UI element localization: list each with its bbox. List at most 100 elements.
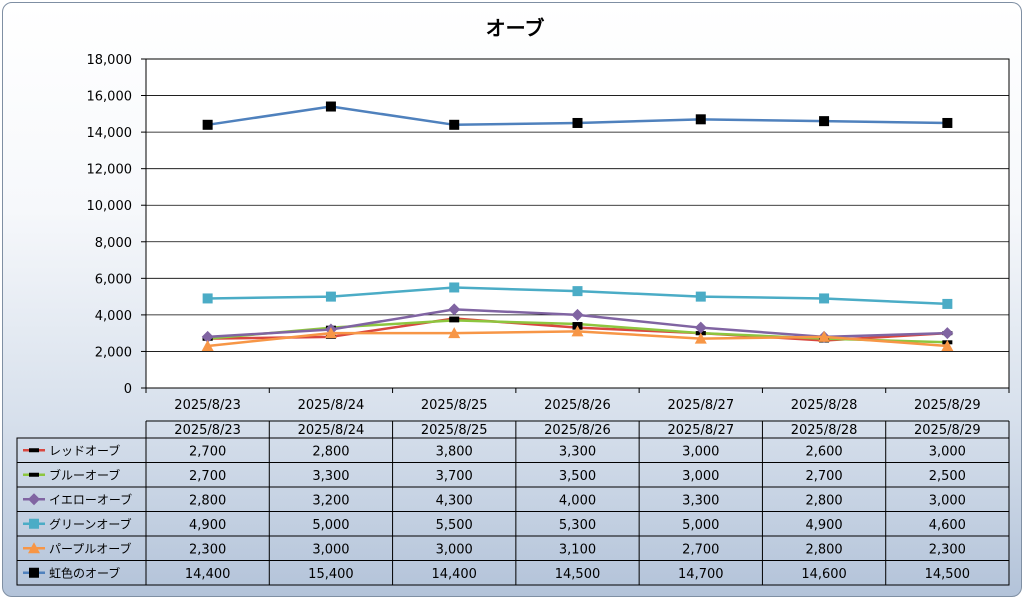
- series-5: [201, 325, 954, 351]
- data-point: [448, 327, 461, 339]
- data-point: [819, 116, 830, 127]
- y-tick-label: 2,000: [95, 345, 132, 360]
- data-label: 3,000: [929, 444, 966, 459]
- data-label: 4,000: [559, 493, 596, 508]
- table-header-cell: 2025/8/29: [914, 423, 981, 438]
- table-header-cell: 2025/8/25: [421, 423, 488, 438]
- data-label: 3,300: [312, 469, 349, 484]
- data-point: [325, 291, 336, 302]
- data-label: 3,000: [436, 542, 473, 557]
- data-label: 4,900: [805, 518, 842, 533]
- table-header-cell: 2025/8/24: [298, 423, 365, 438]
- x-tick-label: 2025/8/24: [298, 398, 365, 413]
- data-label: 2,300: [189, 542, 226, 557]
- data-label: 3,100: [559, 542, 596, 557]
- data-label: 5,000: [312, 518, 349, 533]
- legend-marker: [28, 542, 40, 554]
- data-point: [449, 318, 460, 323]
- y-tick-label: 10,000: [87, 199, 133, 214]
- data-label: 3,700: [436, 469, 473, 484]
- y-tick-label: 14,000: [87, 126, 133, 141]
- data-label: 3,000: [312, 542, 349, 557]
- data-point: [695, 114, 706, 125]
- table-header-cell: 2025/8/28: [791, 423, 858, 438]
- x-tick-label: 2025/8/27: [667, 398, 734, 413]
- y-tick-label: 18,000: [87, 53, 133, 68]
- data-label: 3,000: [682, 444, 719, 459]
- legend-key: [23, 472, 45, 477]
- data-label: 2,700: [805, 469, 842, 484]
- data-label: 14,400: [431, 567, 477, 582]
- data-label: 3,300: [559, 444, 596, 459]
- data-label: 2,800: [805, 493, 842, 508]
- data-label: 4,300: [436, 493, 473, 508]
- data-point: [449, 282, 460, 293]
- legend-key: [23, 493, 45, 506]
- y-tick-label: 16,000: [87, 90, 133, 105]
- data-point: [942, 117, 953, 128]
- table-header-cell: 2025/8/27: [667, 423, 734, 438]
- data-point: [695, 291, 706, 302]
- data-label: 3,500: [559, 469, 596, 484]
- data-label: 4,600: [929, 518, 966, 533]
- data-point: [694, 321, 707, 334]
- data-point: [941, 327, 954, 340]
- data-point: [571, 308, 584, 321]
- data-label: 2,800: [189, 493, 226, 508]
- data-label: 3,000: [682, 469, 719, 484]
- table-header-cell: 2025/8/26: [544, 423, 611, 438]
- data-point: [449, 119, 460, 130]
- y-tick-label: 6,000: [95, 272, 132, 287]
- legend-marker: [28, 493, 40, 506]
- data-label: 2,500: [929, 469, 966, 484]
- data-label: 15,400: [308, 567, 354, 582]
- data-point: [201, 330, 214, 343]
- legend-label: グリーンオーブ: [49, 516, 132, 531]
- series-6: [202, 101, 953, 130]
- x-tick-label: 2025/8/23: [174, 398, 241, 413]
- legend-marker: [29, 472, 39, 477]
- data-point: [571, 325, 584, 337]
- y-tick-label: 0: [124, 382, 132, 397]
- data-point: [325, 101, 336, 112]
- data-point: [202, 293, 213, 304]
- data-label: 3,000: [929, 493, 966, 508]
- data-label: 14,600: [801, 567, 847, 582]
- data-label: 2,600: [805, 444, 842, 459]
- data-label: 3,200: [312, 493, 349, 508]
- legend-marker: [29, 518, 39, 529]
- data-label: 14,400: [185, 567, 231, 582]
- legend-marker: [29, 448, 39, 453]
- y-tick-label: 12,000: [87, 163, 133, 178]
- x-tick-label: 2025/8/25: [421, 398, 488, 413]
- data-label: 2,300: [929, 542, 966, 557]
- table-header-cell: 2025/8/23: [174, 423, 241, 438]
- data-label: 2,700: [682, 542, 719, 557]
- data-point: [572, 117, 583, 128]
- chart-title: オーブ: [486, 16, 545, 40]
- plot-area: 0 2,000 4,000 6,000 8,000 10,000 12,000 14,000 1…: [87, 53, 1010, 413]
- data-point: [694, 332, 707, 344]
- series-4: [202, 282, 953, 309]
- data-label: 4,900: [189, 518, 226, 533]
- line-chart: オーブ 0 2,000 4,000 6,000 8,000 10,000 12,000 14,…: [16, 16, 1010, 586]
- x-tick-label: 2025/8/28: [791, 398, 858, 413]
- data-label: 2,800: [312, 444, 349, 459]
- legend-key: [23, 542, 45, 554]
- data-point: [201, 339, 214, 351]
- legend-label: ブルーオーブ: [49, 467, 120, 482]
- data-point: [572, 286, 583, 297]
- data-point: [324, 327, 337, 339]
- data-table: 2025/8/23 2025/8/24 2025/8/25 2025/8/26 2025…: [16, 420, 1010, 586]
- data-point: [202, 119, 213, 130]
- legend-key: [23, 518, 45, 529]
- data-label: 5,300: [559, 518, 596, 533]
- y-tick-label: 4,000: [95, 309, 132, 324]
- data-point: [819, 293, 830, 304]
- data-label: 2,700: [189, 469, 226, 484]
- legend-label: イエローオーブ: [49, 492, 132, 507]
- data-label: 2,700: [189, 444, 226, 459]
- data-label: 2,800: [805, 542, 842, 557]
- y-tick-label: 8,000: [95, 236, 132, 251]
